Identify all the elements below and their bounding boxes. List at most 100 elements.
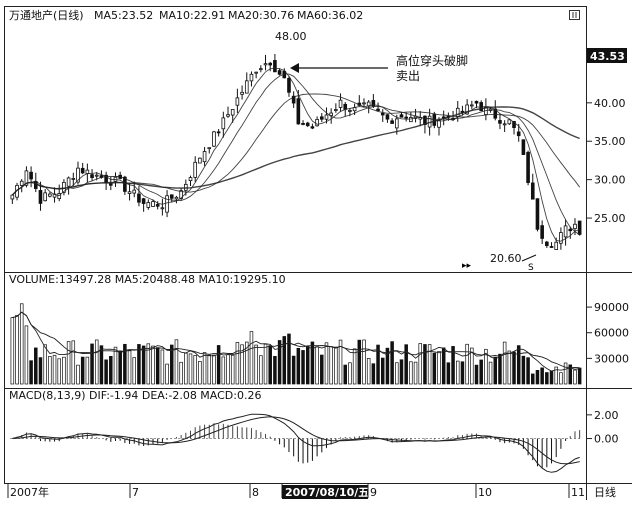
volume-bar xyxy=(249,331,254,385)
volume-axis: 30000 60000 90000 xyxy=(586,301,629,365)
candle-body xyxy=(296,98,301,125)
candle-body xyxy=(507,119,512,125)
volume-bar xyxy=(165,363,169,385)
candle-body xyxy=(123,176,127,192)
candle-body xyxy=(437,120,441,128)
volume-bar xyxy=(432,352,437,385)
candle-body xyxy=(62,181,66,193)
candle-body xyxy=(568,228,573,232)
volume-bar xyxy=(188,353,193,385)
volume-bar xyxy=(235,342,240,385)
low-leader-line xyxy=(521,254,537,262)
candle-body xyxy=(577,220,582,235)
date-axis: 2007年 7 8 2007/08/10/五 9 10 11 xyxy=(7,484,585,499)
candle-body xyxy=(273,60,277,73)
candle-body xyxy=(268,62,273,66)
candle-body xyxy=(465,104,469,115)
volume-bar xyxy=(376,344,380,385)
volume-bar xyxy=(352,348,357,385)
candle-body xyxy=(554,241,559,250)
last-price-tag-bg xyxy=(587,48,627,63)
date-cursor-label: 2007/08/10/五 xyxy=(285,486,369,499)
volume-bar xyxy=(554,366,558,385)
volume-bar xyxy=(230,354,235,385)
ma10-readout: MA10:22.91 xyxy=(159,9,225,22)
volume-bar xyxy=(48,356,52,385)
volume-bar xyxy=(169,344,174,385)
candle-body xyxy=(202,151,207,163)
candle-body xyxy=(399,114,404,118)
candle-body xyxy=(394,118,399,129)
volume-bar xyxy=(380,357,385,385)
volume-bar xyxy=(254,344,258,385)
volume-ma-line-ma10 xyxy=(12,311,580,370)
volume-bar xyxy=(202,352,207,385)
macd-tick-label: 2.00 xyxy=(594,409,619,422)
ma20-readout: MA20:30.76 xyxy=(228,9,294,22)
candle-body xyxy=(301,123,305,125)
candle-body xyxy=(380,112,385,116)
volume-bar xyxy=(277,340,282,385)
scroll-marker-icon: ▸▸ xyxy=(462,261,472,271)
volume-bar xyxy=(123,343,127,385)
candle-body xyxy=(263,63,268,66)
volume-bar xyxy=(174,339,179,385)
volume-tick-label: 90000 xyxy=(594,301,629,314)
volume-bar xyxy=(310,341,315,385)
ma5-readout: MA5:23.52 xyxy=(94,9,153,22)
volume-bar xyxy=(273,355,277,385)
volume-bar xyxy=(315,346,319,385)
date-tick-label: 2007年 xyxy=(10,485,49,499)
candle-body xyxy=(43,192,47,202)
volume-bar xyxy=(85,356,90,385)
macd-readout: MACD(8,13,9) DIF:-1.94 DEA:-2.08 MACD:0.… xyxy=(9,389,261,402)
volume-bar xyxy=(493,356,498,385)
candle-body xyxy=(90,174,94,178)
peak-annotation: 48.00 高位穿头破脚 卖出 xyxy=(275,30,468,83)
candle-body xyxy=(94,174,99,177)
volume-bar xyxy=(395,362,399,385)
volume-bar xyxy=(99,345,104,385)
volume-bar xyxy=(15,314,19,385)
volume-bar xyxy=(80,356,85,385)
candle-body xyxy=(530,182,535,200)
candle-body xyxy=(193,161,198,178)
volume-bar xyxy=(113,346,118,385)
volume-bar xyxy=(526,357,530,385)
volume-bar xyxy=(151,345,155,385)
candle-body xyxy=(540,225,544,239)
candle-body xyxy=(259,68,263,71)
candle-body xyxy=(362,102,366,105)
volume-bar xyxy=(179,361,183,385)
candle-body xyxy=(385,114,390,120)
candle-body xyxy=(169,194,174,199)
candle-body xyxy=(573,223,577,230)
volume-bar xyxy=(545,372,549,385)
candle-body xyxy=(71,178,76,180)
volume-bar xyxy=(371,363,376,385)
window-toggle-icon[interactable] xyxy=(569,10,580,20)
volume-bar xyxy=(296,347,301,385)
volume-bar xyxy=(268,345,272,385)
candle-body xyxy=(526,151,530,183)
candle-body xyxy=(188,177,193,182)
volume-bar xyxy=(19,303,24,385)
volume-bar xyxy=(282,336,287,385)
candle-body xyxy=(29,171,33,180)
price-tick-label: 40.00 xyxy=(594,97,626,110)
candle-body xyxy=(493,108,498,119)
annotation-arrow-head xyxy=(290,63,299,73)
candle-body xyxy=(563,225,568,238)
volume-bar xyxy=(460,361,465,385)
volume-bar xyxy=(10,317,15,385)
candle-body xyxy=(165,195,169,213)
volume-bar xyxy=(573,369,577,385)
candle-body xyxy=(198,157,202,164)
candle-body xyxy=(38,190,43,204)
volume-bar xyxy=(474,364,479,385)
volume-bar xyxy=(259,355,263,385)
candle-body xyxy=(287,77,291,93)
candle-body xyxy=(254,71,258,74)
volume-bar xyxy=(226,354,230,385)
volume-bar xyxy=(324,342,329,385)
